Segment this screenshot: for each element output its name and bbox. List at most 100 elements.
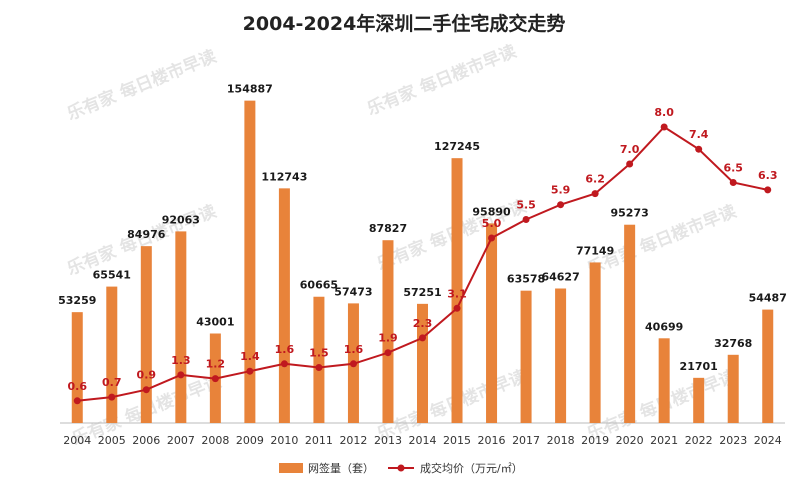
bar-value-label-2013: 87827 (369, 222, 407, 235)
price-point-2012 (349, 360, 357, 368)
bar-value-label-2021: 40699 (645, 320, 683, 333)
price-point-2019 (591, 190, 599, 198)
bar-2024 (762, 309, 774, 423)
bar-value-label-2023: 32768 (714, 337, 752, 350)
price-label-2019: 6.2 (585, 173, 605, 186)
x-tick-2015: 2015 (443, 434, 471, 447)
chart-title: 2004-2024年深圳二手住宅成交走势 (243, 12, 566, 35)
price-point-2010 (280, 360, 288, 368)
bar-value-label-2007: 92063 (162, 213, 200, 226)
x-tick-2009: 2009 (236, 434, 264, 447)
bar-2016 (486, 223, 498, 423)
price-point-2021 (660, 123, 668, 131)
price-point-2011 (315, 364, 323, 371)
price-line-group (73, 123, 772, 405)
bar-value-label-2017: 63578 (507, 273, 545, 286)
price-point-2008 (211, 375, 219, 383)
x-tick-2010: 2010 (270, 434, 298, 447)
bar-2007 (175, 231, 187, 423)
bar-2020 (624, 224, 636, 423)
x-tick-2014: 2014 (409, 434, 437, 447)
bar-2013 (382, 240, 394, 423)
x-tick-2005: 2005 (98, 434, 126, 447)
x-tick-2013: 2013 (374, 434, 402, 447)
bar-value-label-2008: 43001 (196, 316, 234, 329)
legend-line-label: 成交均价（万元/㎡） (420, 461, 523, 475)
bar-labels-group: 53259 65541 84976 92063 43001 154887 112743 606… (58, 83, 787, 373)
price-label-2020: 7.0 (620, 143, 640, 156)
price-label-2021: 8.0 (654, 106, 674, 119)
bar-2021 (658, 338, 670, 423)
bar-value-label-2006: 84976 (127, 228, 166, 241)
price-point-2017 (522, 216, 530, 223)
x-tick-2023: 2023 (719, 434, 747, 447)
x-tick-2016: 2016 (478, 434, 506, 447)
legend-bar-swatch (279, 463, 303, 473)
bar-2022 (693, 377, 705, 423)
bar-value-label-2004: 53259 (58, 294, 96, 307)
bar-2006 (140, 246, 152, 423)
price-point-2023 (729, 179, 737, 186)
price-point-2015 (453, 304, 461, 312)
price-label-2004: 0.6 (68, 380, 88, 393)
price-label-2012: 1.6 (344, 343, 364, 356)
x-tick-2018: 2018 (547, 434, 575, 447)
x-tick-2022: 2022 (685, 434, 713, 447)
watermark-text: 乐有家 每日楼市早读 (64, 46, 219, 125)
bar-value-label-2022: 21701 (680, 360, 718, 373)
x-tick-2011: 2011 (305, 434, 333, 447)
bar-value-label-2011: 60665 (300, 279, 338, 292)
bar-2005 (106, 286, 118, 423)
x-tick-2024: 2024 (754, 434, 782, 447)
bar-2015 (451, 158, 463, 424)
x-tick-2020: 2020 (616, 434, 644, 447)
watermark-text: 乐有家 每日楼市早读 (364, 41, 519, 120)
bar-value-label-2019: 77149 (576, 244, 614, 257)
price-label-2018: 5.9 (551, 184, 571, 197)
price-label-2007: 1.3 (171, 354, 191, 367)
price-point-2007 (177, 371, 185, 379)
bar-value-label-2012: 57473 (334, 285, 372, 298)
price-label-2009: 1.4 (240, 350, 260, 363)
x-tick-2004: 2004 (63, 434, 91, 447)
x-tick-2021: 2021 (650, 434, 678, 447)
bar-2014 (417, 303, 428, 423)
bar-value-label-2016: 95890 (472, 205, 511, 218)
price-point-2013 (384, 349, 392, 357)
x-tick-2006: 2006 (132, 434, 160, 447)
price-label-2014: 2.3 (413, 317, 433, 330)
price-label-2017: 5.5 (516, 199, 536, 212)
price-point-2022 (695, 145, 703, 153)
legend-bar-label: 网签量（套） (308, 461, 374, 475)
price-point-2005 (108, 393, 116, 401)
bar-value-label-2010: 112743 (261, 170, 307, 183)
bar-value-label-2015: 127245 (434, 140, 480, 153)
bars-group (71, 100, 774, 424)
legend-line-marker (397, 464, 405, 472)
bar-2009 (244, 100, 256, 424)
x-tick-labels: 2004 2005 2006 2007 2008 2009 2010 2011 2012 2013… (63, 434, 781, 447)
bar-2010 (278, 188, 290, 423)
bar-value-label-2009: 154887 (227, 83, 273, 96)
price-point-2020 (626, 160, 634, 168)
price-point-2006 (142, 386, 150, 394)
price-point-2009 (246, 367, 254, 375)
price-label-2015: 3.1 (447, 287, 467, 300)
price-point-2014 (419, 334, 426, 342)
bar-2023 (727, 354, 739, 423)
price-label-2016: 5.0 (482, 217, 502, 230)
price-label-2013: 1.9 (378, 332, 398, 345)
bar-2019 (589, 262, 601, 423)
x-tick-2019: 2019 (581, 434, 609, 447)
price-point-2016 (488, 234, 496, 242)
price-label-2010: 1.6 (275, 343, 295, 356)
price-label-2011: 1.5 (309, 347, 329, 360)
legend: 网签量（套） 成交均价（万元/㎡） (279, 461, 523, 475)
x-tick-2012: 2012 (339, 434, 367, 447)
bar-value-label-2005: 65541 (93, 269, 131, 282)
bar-value-label-2018: 64627 (541, 270, 579, 283)
bar-2011 (313, 296, 325, 423)
